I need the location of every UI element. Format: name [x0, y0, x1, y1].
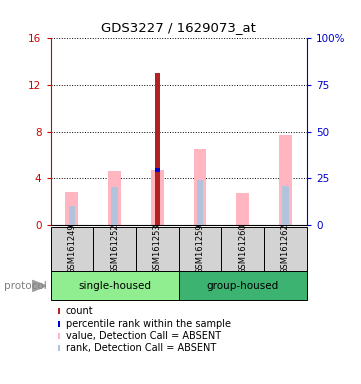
Bar [69, 206, 75, 225]
Bar [179, 271, 307, 300]
Bar [112, 187, 118, 225]
Text: protocol: protocol [4, 281, 46, 291]
Text: count: count [66, 306, 93, 316]
Text: GSM161259: GSM161259 [196, 223, 205, 274]
Text: rank, Detection Call = ABSENT: rank, Detection Call = ABSENT [66, 343, 216, 353]
Bar [151, 170, 164, 225]
Text: GSM161253: GSM161253 [153, 223, 162, 274]
Bar [193, 149, 206, 225]
Bar [221, 227, 264, 271]
Text: percentile rank within the sample: percentile rank within the sample [66, 319, 231, 329]
Title: GDS3227 / 1629073_at: GDS3227 / 1629073_at [101, 22, 256, 35]
Polygon shape [32, 280, 46, 291]
Bar [279, 135, 292, 225]
Bar [108, 171, 121, 225]
Bar [197, 180, 203, 225]
Bar [51, 271, 179, 300]
Text: group-housed: group-housed [206, 281, 279, 291]
Bar [93, 227, 136, 271]
Bar [236, 193, 249, 225]
Bar [264, 227, 307, 271]
Bar [155, 167, 160, 172]
Bar [51, 227, 93, 271]
Text: GSM161252: GSM161252 [110, 223, 119, 274]
Text: GSM161260: GSM161260 [238, 223, 247, 274]
Text: single-housed: single-housed [78, 281, 151, 291]
Text: GSM161262: GSM161262 [281, 223, 290, 274]
Text: GSM161249: GSM161249 [68, 223, 77, 274]
Text: value, Detection Call = ABSENT: value, Detection Call = ABSENT [66, 331, 221, 341]
Bar [282, 186, 289, 225]
Bar [179, 227, 221, 271]
Bar [65, 192, 78, 225]
Bar [155, 73, 160, 225]
Bar [136, 227, 179, 271]
